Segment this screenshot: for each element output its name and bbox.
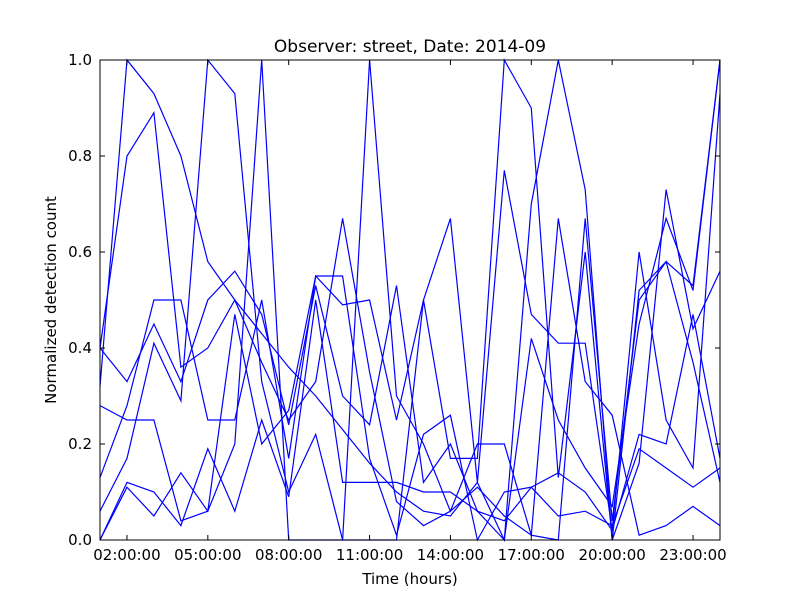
y-tick-label-2: 0.2 xyxy=(68,435,92,453)
series-line-7 xyxy=(99,111,721,537)
series-layer xyxy=(99,57,721,543)
x-tick-label-6: 17:00:00 xyxy=(498,546,565,564)
series-line-2 xyxy=(99,59,721,542)
y-tick-label-5: 0.8 xyxy=(68,147,92,165)
series-line-8 xyxy=(99,299,721,541)
y-tick-label-6: 1.0 xyxy=(68,51,92,69)
chart-title: Observer: street, Date: 2014-09 xyxy=(274,37,546,57)
series-line-5 xyxy=(99,59,721,541)
x-tick-label-2: 05:00:00 xyxy=(174,546,241,564)
x-tick-label-8: 23:00:00 xyxy=(659,546,726,564)
plot-frame xyxy=(99,59,721,541)
series-line-3 xyxy=(99,93,721,531)
y-tick-label-1: 0.0 xyxy=(68,531,92,549)
x-tick-label-5: 14:00:00 xyxy=(417,546,484,564)
series-line-1 xyxy=(99,58,721,543)
x-tick-label-7: 20:00:00 xyxy=(578,546,645,564)
series-line-4 xyxy=(99,57,721,541)
x-axis-label: Time (hours) xyxy=(361,570,457,588)
y-tick-label-4: 0.6 xyxy=(68,243,92,261)
x-tick-label-1: 02:00:00 xyxy=(93,546,160,564)
y-tick-label-3: 0.4 xyxy=(68,339,92,357)
x-tick-label-3: 08:00:00 xyxy=(255,546,322,564)
ticks-layer: 02:00:00 05:00:00 08:00:00 11:00:00 14:00:00… xyxy=(68,51,727,564)
x-tick-label-4: 11:00:00 xyxy=(336,546,403,564)
y-axis-label: Normalized detection count xyxy=(42,196,60,404)
